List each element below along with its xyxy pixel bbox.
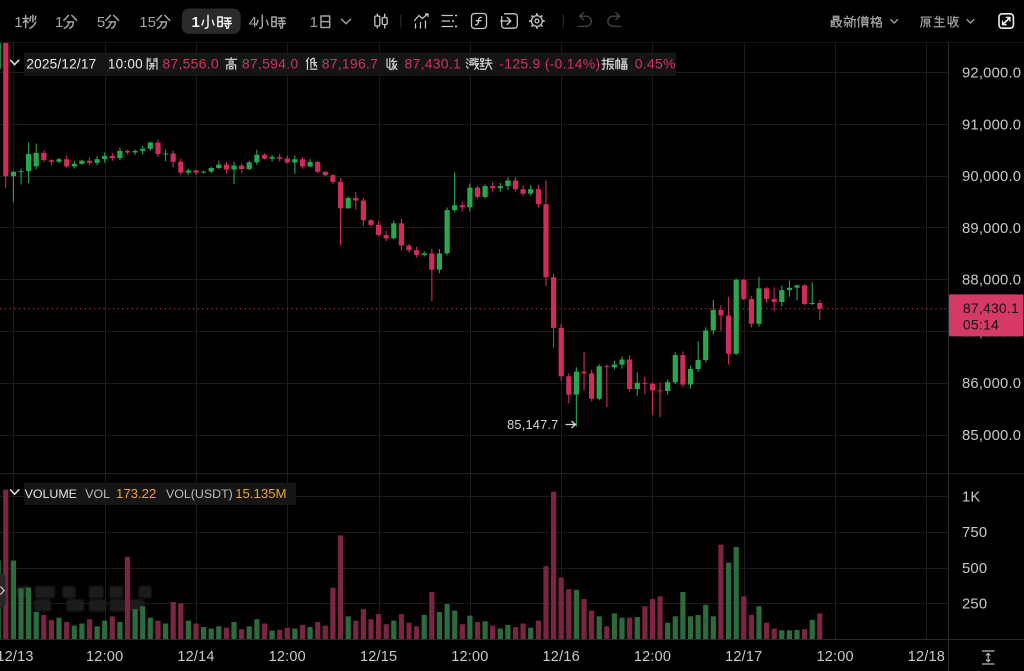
svg-text:12:00: 12:00 bbox=[451, 649, 488, 665]
svg-text:VOL(USDT): VOL(USDT) bbox=[166, 487, 233, 501]
svg-text:15.135M: 15.135M bbox=[235, 486, 286, 501]
svg-text:250: 250 bbox=[962, 597, 987, 613]
svg-text:750: 750 bbox=[962, 525, 987, 541]
svg-text:91,000.0: 91,000.0 bbox=[962, 117, 1021, 133]
svg-text:86,000.0: 86,000.0 bbox=[962, 376, 1021, 392]
svg-text:173.22: 173.22 bbox=[116, 486, 156, 501]
svg-text:87,196.7: 87,196.7 bbox=[322, 56, 379, 72]
svg-text:0.45%: 0.45% bbox=[635, 56, 676, 72]
svg-text:10:00: 10:00 bbox=[108, 57, 143, 72]
svg-text:85,147.7: 85,147.7 bbox=[507, 417, 558, 432]
svg-text:12/13: 12/13 bbox=[0, 649, 34, 665]
svg-text:92,000.0: 92,000.0 bbox=[962, 66, 1021, 82]
svg-text:87,430.1: 87,430.1 bbox=[963, 300, 1019, 316]
svg-text:VOL: VOL bbox=[85, 487, 110, 501]
svg-text:12:00: 12:00 bbox=[269, 649, 306, 665]
svg-text:12/14: 12/14 bbox=[177, 649, 214, 665]
svg-text:1: 1 bbox=[55, 14, 63, 31]
svg-text:87,430.1: 87,430.1 bbox=[405, 56, 462, 72]
svg-text:05:14: 05:14 bbox=[963, 316, 999, 332]
svg-text:12/18: 12/18 bbox=[908, 649, 945, 665]
svg-text:12:00: 12:00 bbox=[634, 649, 671, 665]
svg-text:5: 5 bbox=[97, 14, 105, 31]
svg-text:500: 500 bbox=[962, 561, 987, 577]
svg-text:12:00: 12:00 bbox=[86, 649, 123, 665]
svg-text:88,000.0: 88,000.0 bbox=[962, 273, 1021, 289]
svg-text:90,000.0: 90,000.0 bbox=[962, 169, 1021, 185]
svg-text:12/16: 12/16 bbox=[543, 649, 580, 665]
svg-text:85,000.0: 85,000.0 bbox=[962, 428, 1021, 444]
svg-text:1: 1 bbox=[310, 14, 318, 31]
svg-text:15: 15 bbox=[139, 14, 156, 31]
svg-text:1K: 1K bbox=[962, 489, 981, 505]
svg-text:2025/12/17: 2025/12/17 bbox=[26, 57, 96, 72]
svg-text:1: 1 bbox=[192, 14, 200, 31]
svg-text:VOLUME: VOLUME bbox=[25, 487, 77, 501]
svg-text:4: 4 bbox=[249, 14, 257, 31]
svg-text:12:00: 12:00 bbox=[816, 649, 853, 665]
svg-text:-125.9 (-0.14%): -125.9 (-0.14%) bbox=[499, 56, 600, 72]
svg-text:12/17: 12/17 bbox=[725, 649, 762, 665]
svg-text:87,556.0: 87,556.0 bbox=[162, 56, 219, 72]
svg-text:87,594.0: 87,594.0 bbox=[242, 56, 299, 72]
svg-text:89,000.0: 89,000.0 bbox=[962, 221, 1021, 237]
svg-text:1: 1 bbox=[14, 14, 22, 31]
svg-text:12/15: 12/15 bbox=[360, 649, 397, 665]
